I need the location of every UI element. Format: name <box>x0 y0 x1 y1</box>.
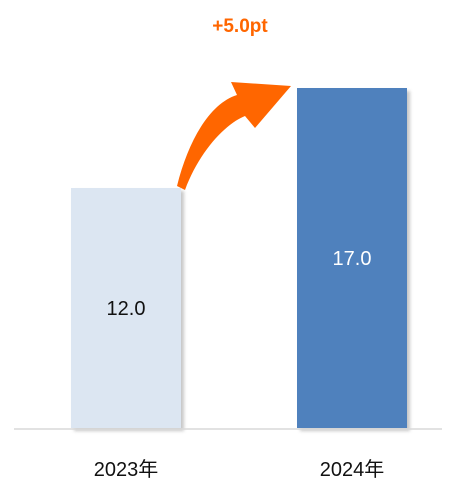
bar-2 <box>297 88 407 428</box>
delta-annotation-label: +5.0pt <box>212 16 268 37</box>
x-tick-label-1: 2023年 <box>94 458 159 481</box>
x-tick-label-2: 2024年 <box>320 458 385 481</box>
bar-value-label-2: 17.0 <box>333 248 372 270</box>
increase-arrow-icon <box>177 82 291 190</box>
bar-1 <box>71 188 181 428</box>
bar-value-label-1: 12.0 <box>107 298 146 320</box>
